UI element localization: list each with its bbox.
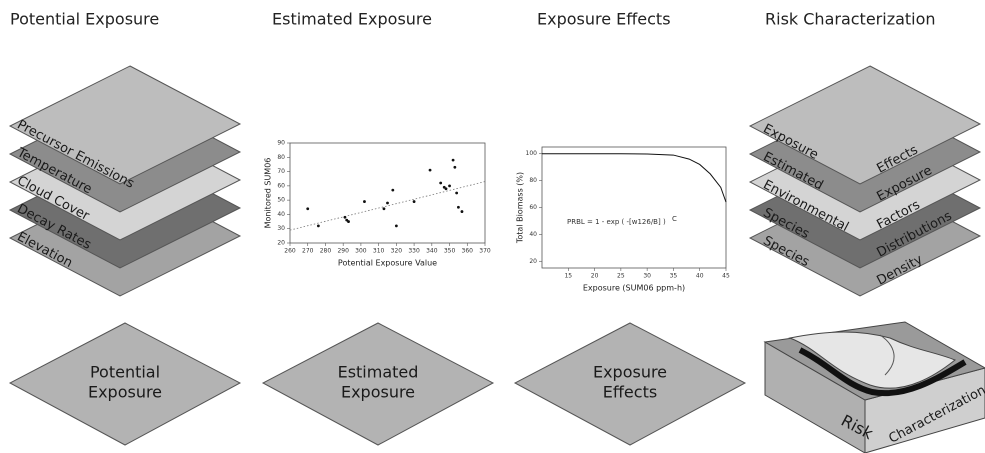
y-tick-label: 80 — [277, 154, 285, 161]
data-point — [444, 187, 448, 191]
base-label: Effects — [603, 383, 657, 402]
y-tick-label: 40 — [277, 211, 285, 218]
column-title: Potential Exposure — [10, 10, 159, 29]
data-point — [391, 188, 395, 192]
data-point — [439, 181, 443, 185]
column-title: Estimated Exposure — [272, 10, 432, 29]
x-tick-label: 20 — [591, 273, 599, 280]
x-tick-label: 360 — [462, 248, 474, 255]
x-tick-label: 340 — [426, 248, 438, 255]
data-point — [412, 200, 416, 203]
formula: PRBL = 1 - exp ( -[w126/B] ) — [567, 218, 666, 226]
y-tick-label: 30 — [277, 225, 285, 232]
base-label: Exposure — [593, 363, 667, 382]
y-tick-label: 40 — [529, 231, 537, 238]
column-title: Risk Characterization — [765, 10, 936, 29]
base-label: Exposure — [341, 383, 415, 402]
x-tick-label: 270 — [302, 248, 314, 255]
y-axis-label: Total Biomass (%) — [516, 172, 525, 244]
data-point — [394, 224, 398, 228]
layer — [8, 65, 242, 185]
x-tick-label: 30 — [643, 273, 651, 280]
x-tick-label: 310 — [373, 248, 385, 255]
x-tick-label: 35 — [670, 273, 678, 280]
base-label: Potential — [90, 363, 160, 382]
x-tick-label: 300 — [355, 248, 367, 255]
column-title: Exposure Effects — [537, 10, 671, 29]
x-tick-label: 350 — [444, 248, 456, 255]
y-tick-label: 80 — [529, 177, 537, 184]
data-point — [453, 165, 457, 169]
data-point — [455, 191, 459, 195]
y-tick-label: 60 — [277, 182, 285, 189]
x-tick-label: 15 — [564, 273, 572, 280]
base-label: Exposure — [88, 383, 162, 402]
plot-area — [541, 146, 727, 269]
x-tick-label: 25 — [617, 273, 625, 280]
data-point — [451, 158, 455, 162]
data-point — [428, 168, 432, 172]
data-point — [343, 215, 347, 219]
y-tick-label: 20 — [529, 258, 537, 265]
y-tick-label: 50 — [277, 197, 285, 204]
data-point — [316, 224, 320, 228]
layer — [748, 65, 982, 185]
y-tick-label: 100 — [526, 150, 538, 157]
data-point — [363, 200, 366, 203]
base-tile — [8, 322, 242, 446]
x-tick-label: 290 — [337, 248, 349, 255]
terrain-block — [763, 321, 985, 453]
x-tick-label: 320 — [391, 248, 403, 255]
base-label: Estimated — [338, 363, 419, 382]
data-point — [386, 201, 389, 205]
formula-mark: C — [672, 215, 677, 223]
x-axis-label: Potential Exposure Value — [338, 259, 437, 268]
data-point — [347, 220, 350, 223]
x-tick-label: 40 — [696, 273, 704, 280]
x-tick-label: 260 — [284, 248, 296, 255]
data-point — [306, 207, 310, 211]
x-tick-label: 45 — [722, 273, 730, 280]
data-point — [457, 205, 460, 209]
data-point — [382, 207, 386, 211]
y-tick-label: 70 — [277, 168, 285, 175]
y-tick-label: 20 — [277, 240, 285, 247]
y-tick-label: 60 — [529, 204, 537, 211]
x-tick-label: 370 — [479, 248, 491, 255]
x-axis-label: Exposure (SUM06 ppm-h) — [583, 284, 685, 293]
data-point — [448, 184, 451, 188]
base-tile — [261, 322, 495, 446]
x-tick-label: 280 — [320, 248, 332, 255]
data-point — [460, 210, 464, 213]
curve — [542, 153, 727, 203]
y-axis-label: Monitored SUM06 — [264, 158, 273, 229]
x-tick-label: 330 — [408, 248, 420, 255]
y-tick-label: 90 — [277, 140, 285, 147]
base-tile — [513, 322, 747, 446]
